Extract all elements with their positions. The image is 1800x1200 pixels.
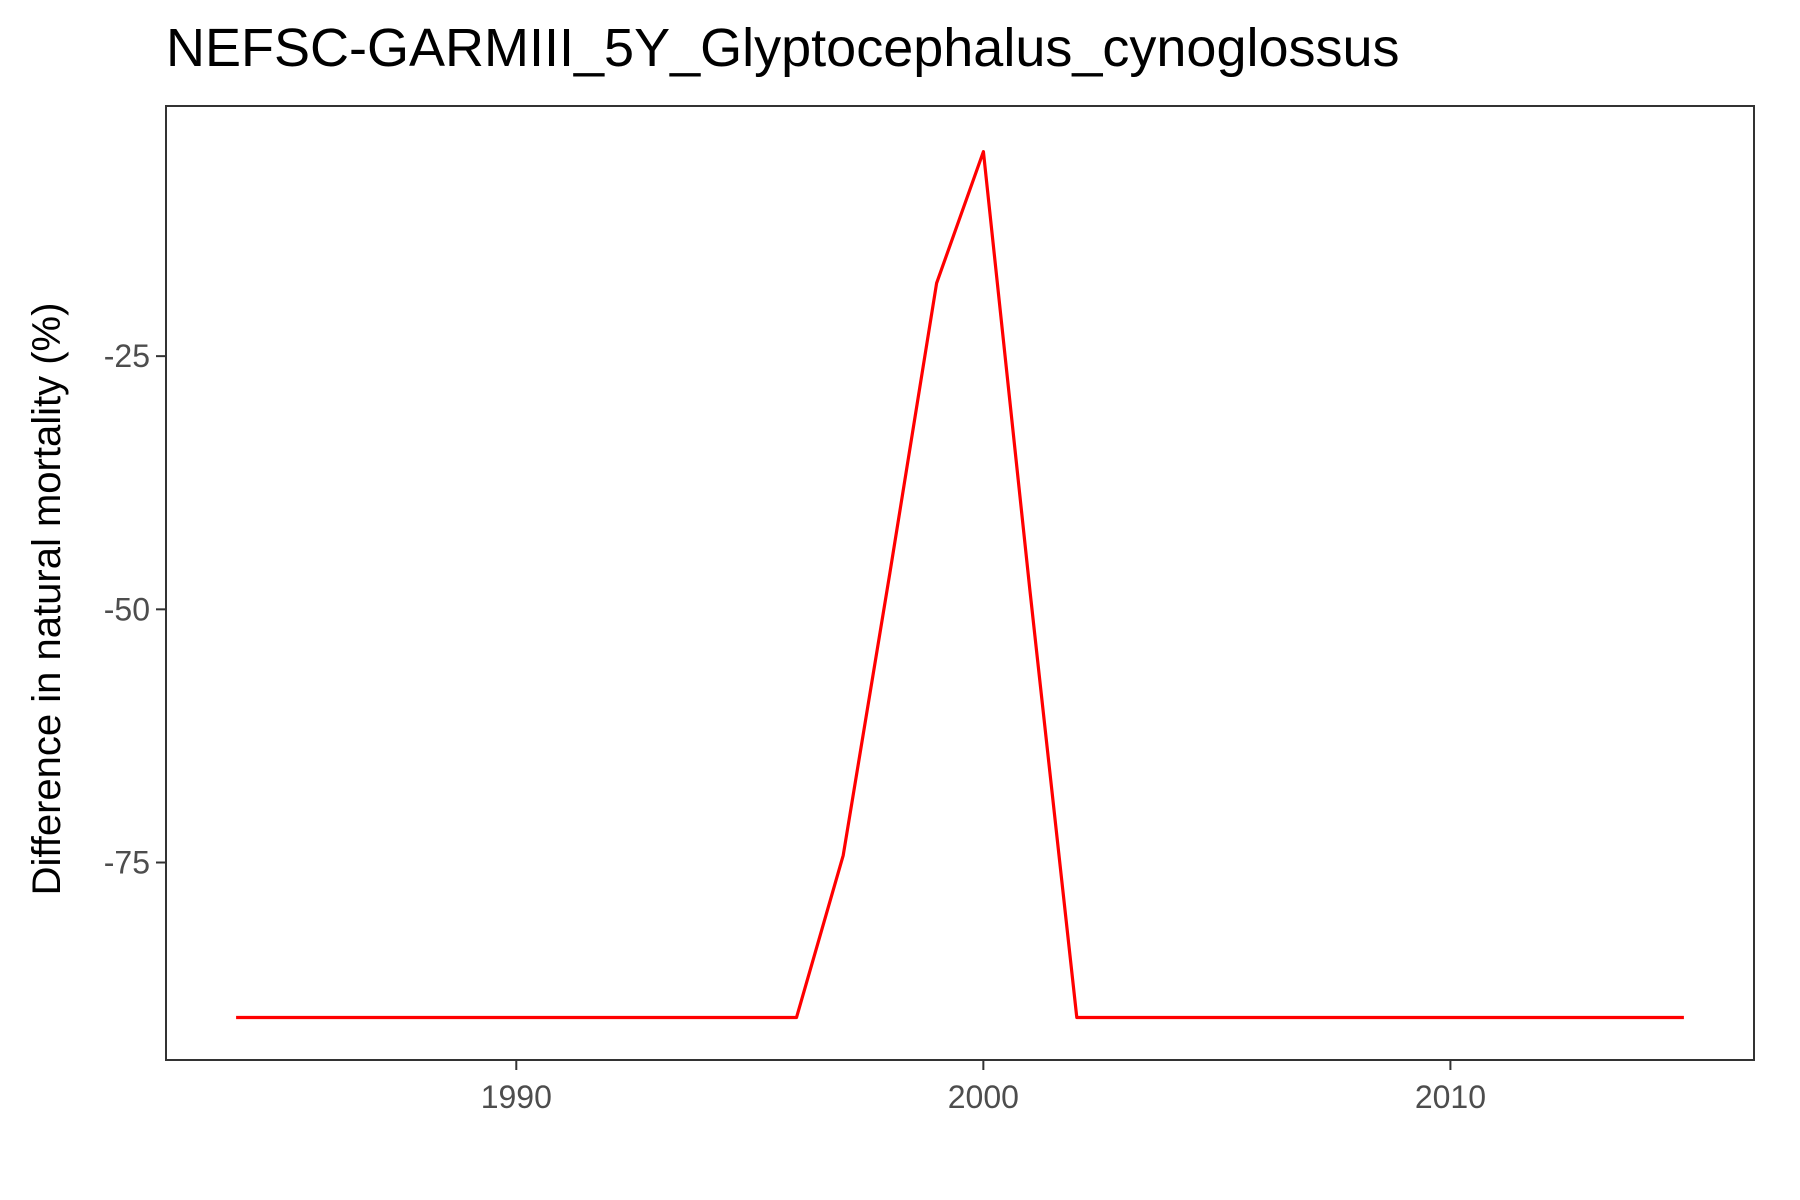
series-line: [236, 150, 1684, 1020]
x-tick-label: 2000: [948, 1079, 1019, 1115]
y-tick-label: -25: [104, 338, 150, 374]
chart-title: NEFSC-GARMIII_5Y_Glyptocephalus_cynoglos…: [166, 18, 1400, 78]
x-tick-label: 1990: [481, 1079, 552, 1115]
plot-panel: [165, 105, 1755, 1061]
x-axis: 1990 2000 2010: [481, 1060, 1486, 1115]
y-axis-title: Difference in natural mortality (%): [25, 303, 69, 896]
y-tick-label: -50: [104, 591, 150, 627]
y-axis: -75 -50 -25: [104, 338, 166, 881]
x-tick-label: 2010: [1415, 1079, 1486, 1115]
y-tick-label: -75: [104, 845, 150, 881]
plot-series: [236, 150, 1684, 1020]
